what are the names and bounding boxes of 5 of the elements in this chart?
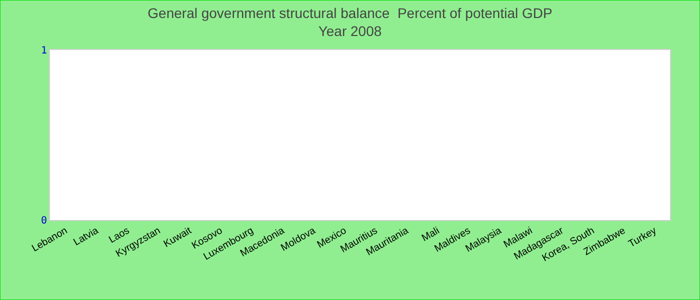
y-tick-label: 0 [40, 216, 47, 226]
x-tick-label: Latvia [72, 225, 101, 248]
y-tick-label: 1 [40, 46, 47, 56]
chart-subtitle: Year 2008 [318, 23, 382, 40]
chart-title: General government structural balance Percent of potential GDP [148, 5, 552, 21]
